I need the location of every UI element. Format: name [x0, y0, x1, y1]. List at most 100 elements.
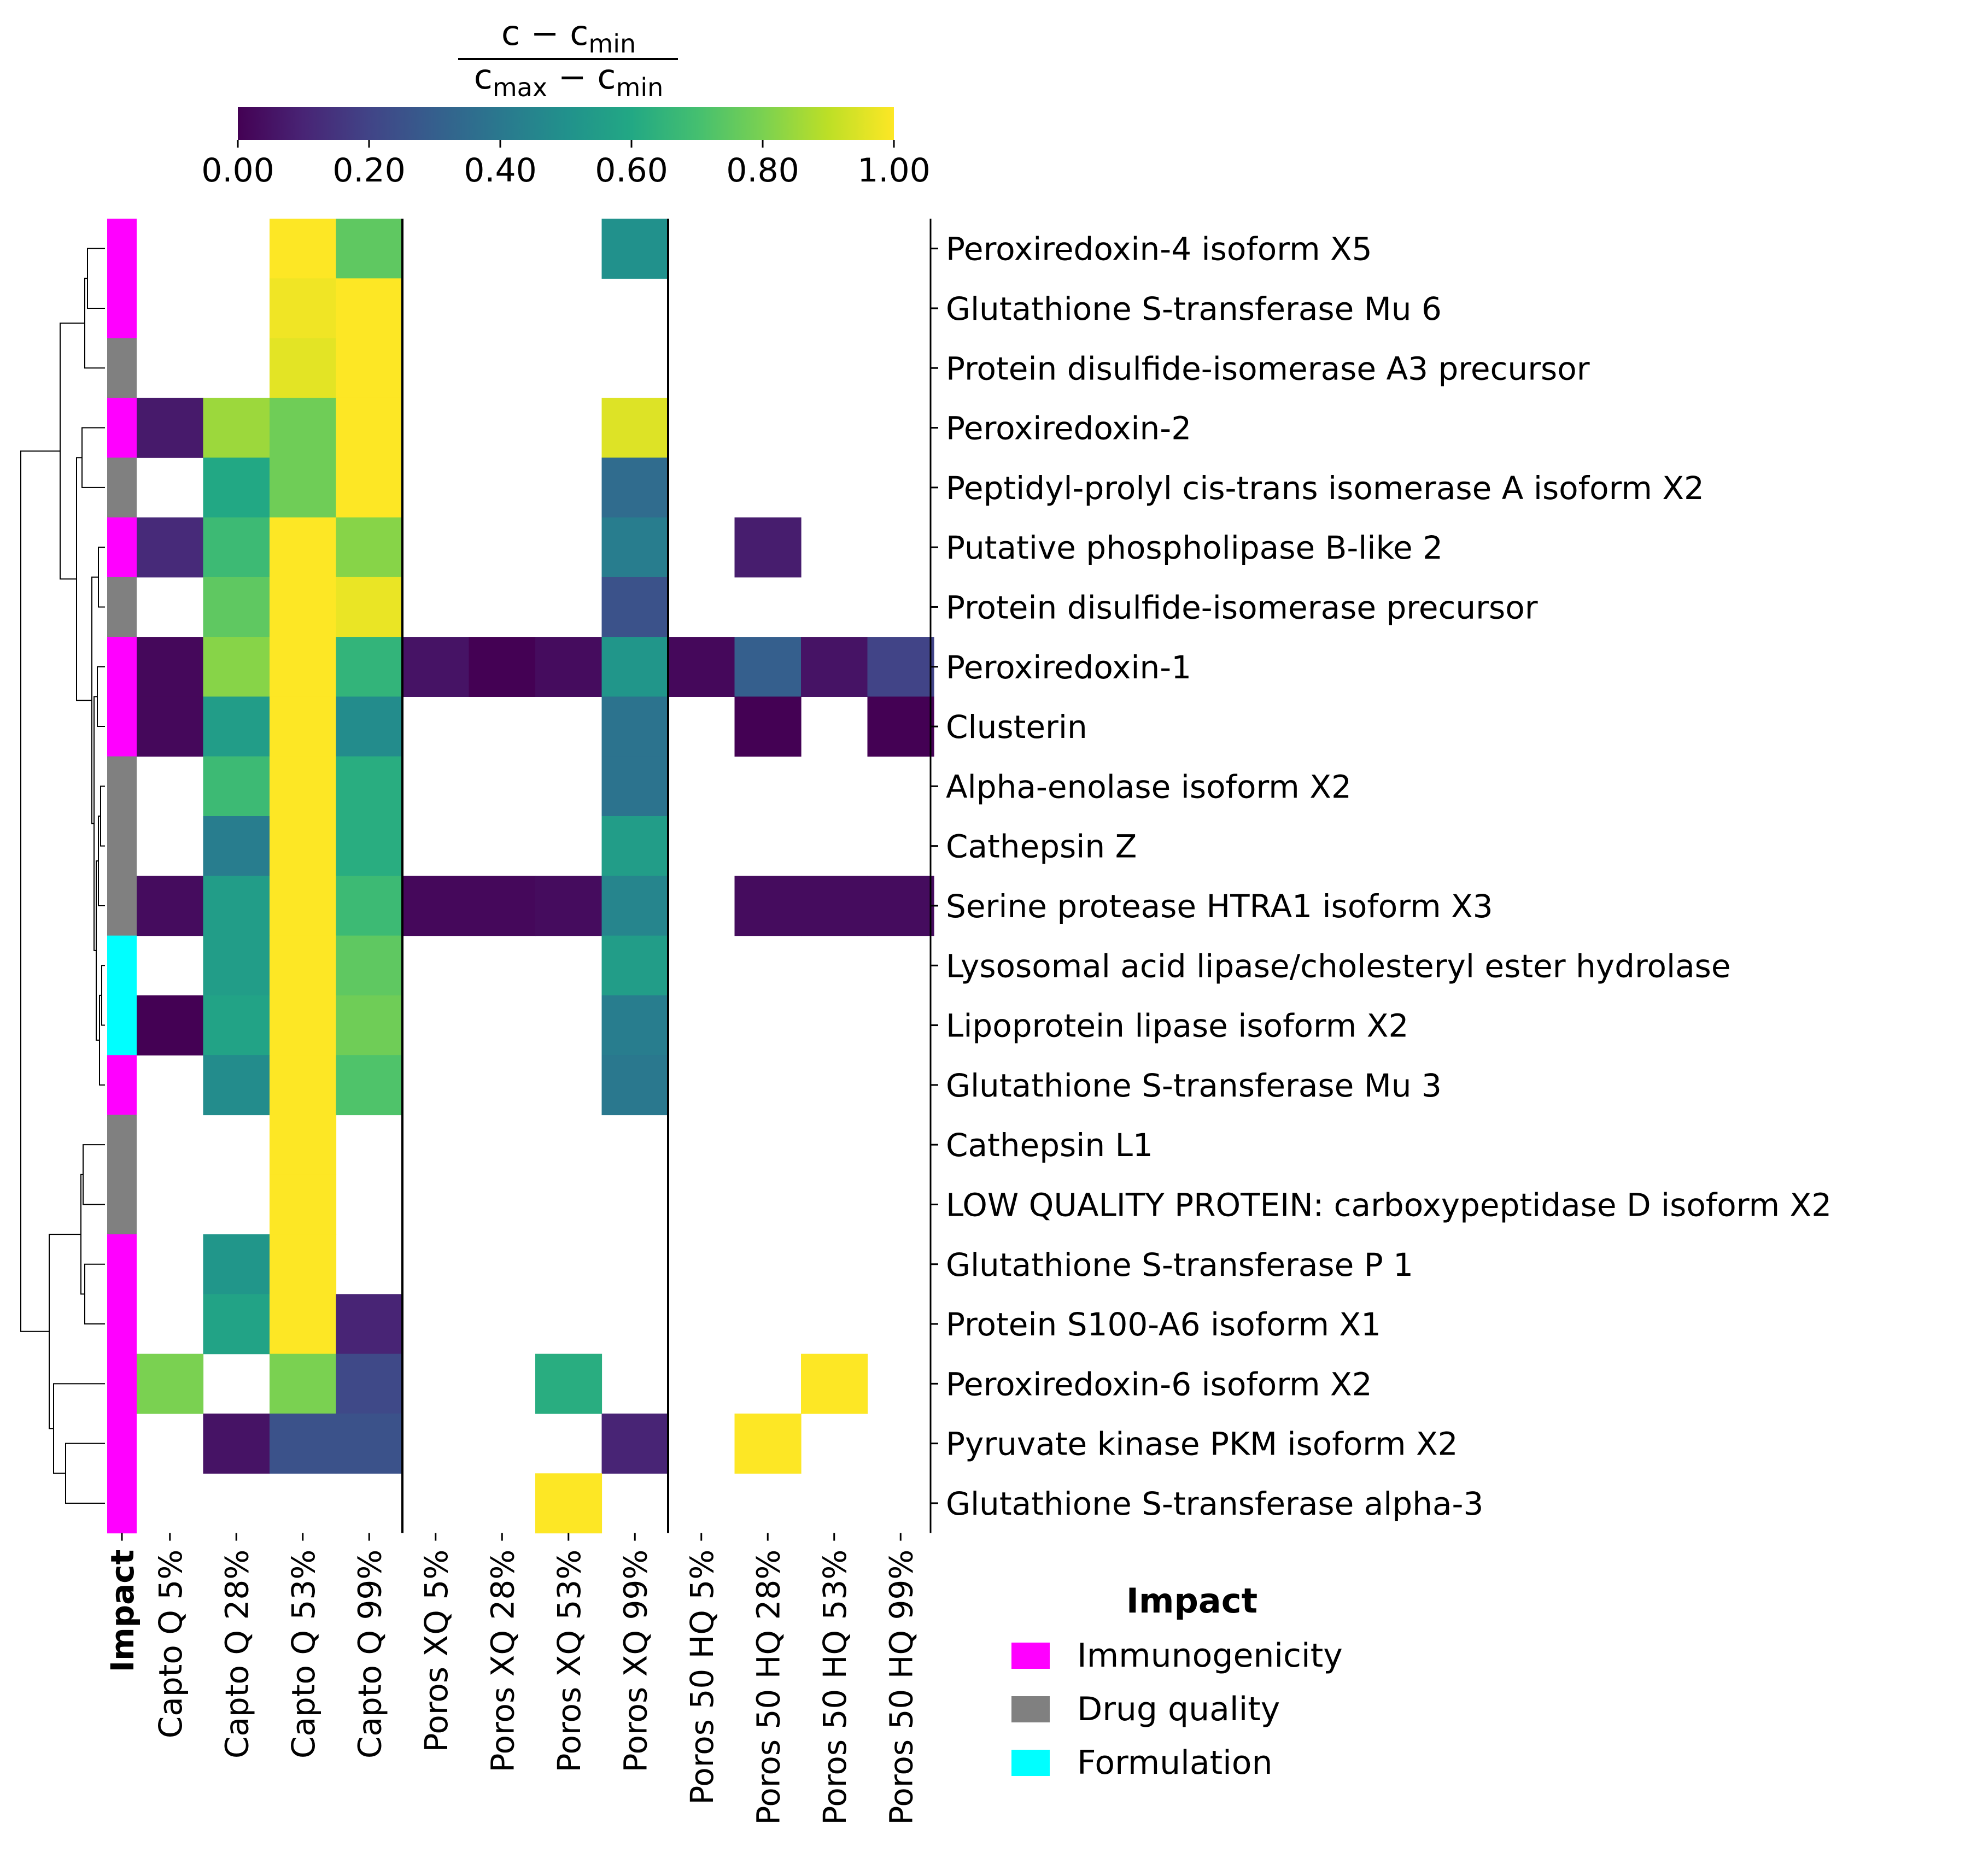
impact-cell	[107, 637, 137, 697]
dendrogram-link	[53, 1383, 105, 1474]
heatmap-cell	[336, 397, 403, 458]
heatmap-cell	[535, 1353, 603, 1414]
heatmap-cell	[336, 1414, 403, 1474]
group-separators	[401, 219, 669, 1533]
heatmap-cell	[203, 935, 270, 996]
heatmap-cell	[203, 458, 270, 518]
impact-cell	[107, 397, 137, 458]
heatmap-cell	[601, 458, 669, 518]
colorbar-gradient	[238, 107, 894, 140]
heatmap-cell	[270, 637, 337, 697]
row-dendrogram	[20, 248, 105, 1504]
dendrogram-link	[98, 547, 105, 608]
heatmap-cell	[203, 876, 270, 936]
impact-legend: Impact Immunogenicity Drug quality Formulat…	[1011, 1581, 1343, 1782]
legend-label: Drug quality	[1077, 1690, 1280, 1728]
colorbar-tick-label: 0.60	[595, 151, 668, 190]
heatmap-cell	[336, 935, 403, 996]
heatmap-cell	[336, 338, 403, 398]
heatmap-cell	[601, 816, 669, 876]
heatmap-cell	[601, 517, 669, 578]
heatmap-cell	[734, 1414, 802, 1474]
dendrogram-link	[81, 427, 105, 488]
column-label: Poros XQ 53%	[551, 1550, 588, 1773]
heatmap-cell	[203, 995, 270, 1056]
heatmap-cell	[137, 876, 204, 936]
row-label: Protein S100-A6 isoform X1	[946, 1306, 1381, 1343]
heatmap-cell	[469, 876, 536, 936]
heatmap-cell	[469, 637, 536, 697]
dendrogram-link	[100, 785, 105, 847]
heatmap-cell	[601, 696, 669, 757]
heatmap-cell	[270, 1055, 337, 1116]
heatmap-cell	[336, 278, 403, 339]
heatmap-cell	[137, 517, 204, 578]
impact-cell	[107, 1055, 137, 1116]
heatmap-cell	[270, 577, 337, 637]
heatmap-cell	[270, 696, 337, 757]
heatmap-cell	[601, 756, 669, 817]
dendrogram-link	[84, 1263, 105, 1325]
row-label: Peroxiredoxin-1	[946, 649, 1191, 686]
dendrogram-link	[76, 457, 92, 701]
heatmap-cell	[601, 876, 669, 936]
impact-cell	[107, 696, 137, 757]
heatmap-cell	[601, 995, 669, 1056]
heatmap-cell	[137, 995, 204, 1056]
heatmap-cell	[137, 1353, 204, 1414]
heatmap-cell	[336, 1353, 403, 1414]
row-label: Glutathione S-transferase P 1	[946, 1246, 1413, 1283]
heatmap-cell	[203, 1055, 270, 1116]
heatmap-cell	[203, 1414, 270, 1474]
heatmap-cell	[734, 696, 802, 757]
heatmap-cell	[270, 397, 337, 458]
heatmap-cell	[270, 458, 337, 518]
heatmap-cell	[601, 1414, 669, 1474]
heatmap-cell	[336, 219, 403, 279]
legend-swatch	[1011, 1696, 1050, 1722]
dendrogram-link	[101, 965, 105, 1026]
impact-cell	[107, 1234, 137, 1294]
heatmap-cell	[270, 756, 337, 817]
dendrogram-link	[83, 1144, 105, 1205]
heatmap-cell	[867, 637, 934, 697]
impact-cell	[107, 1115, 137, 1175]
heatmap-cell	[336, 517, 403, 578]
heatmap-cell	[336, 1294, 403, 1355]
column-label: Poros XQ 5%	[418, 1550, 455, 1752]
heatmap-cell	[203, 696, 270, 757]
heatmap-cell	[734, 637, 802, 697]
impact-cell	[107, 458, 137, 518]
impact-cell	[107, 517, 137, 578]
heatmap-cell	[203, 1234, 270, 1294]
heatmap-cell	[203, 816, 270, 876]
column-label: Poros 50 HQ 53%	[816, 1550, 853, 1825]
heatmap-cell	[270, 1353, 337, 1414]
dendrogram-link	[60, 323, 85, 580]
impact-cell	[107, 876, 137, 936]
heatmap-cell	[270, 816, 337, 876]
heatmap-cell	[336, 577, 403, 637]
heatmap-cell	[601, 935, 669, 996]
impact-cell	[107, 219, 137, 279]
colorbar-tick-label: 0.80	[726, 151, 799, 190]
heatmap-cell	[601, 219, 669, 279]
row-label: Serine protease HTRA1 isoform X3	[946, 888, 1493, 925]
heatmap-cell	[336, 458, 403, 518]
impact-axis-label: Impact	[104, 1550, 141, 1673]
heatmap-cell	[270, 876, 337, 936]
row-label: Glutathione S-transferase Mu 3	[946, 1067, 1442, 1104]
heatmap-cell	[535, 1473, 603, 1534]
legend-label: Immunogenicity	[1077, 1637, 1343, 1675]
row-label: Protein disulfide-isomerase precursor	[946, 589, 1538, 626]
heatmap-cell	[137, 397, 204, 458]
row-label: Cathepsin L1	[946, 1127, 1153, 1164]
heatmap-cell	[601, 637, 669, 697]
row-label: Putative phospholipase B-like 2	[946, 529, 1443, 566]
heatmap-cell	[270, 995, 337, 1056]
row-label: Peroxiredoxin-2	[946, 410, 1191, 447]
row-label: Glutathione S-transferase Mu 6	[946, 290, 1442, 327]
heatmap-cell	[203, 637, 270, 697]
heatmap-cell	[601, 397, 669, 458]
heatmap-cell	[336, 637, 403, 697]
